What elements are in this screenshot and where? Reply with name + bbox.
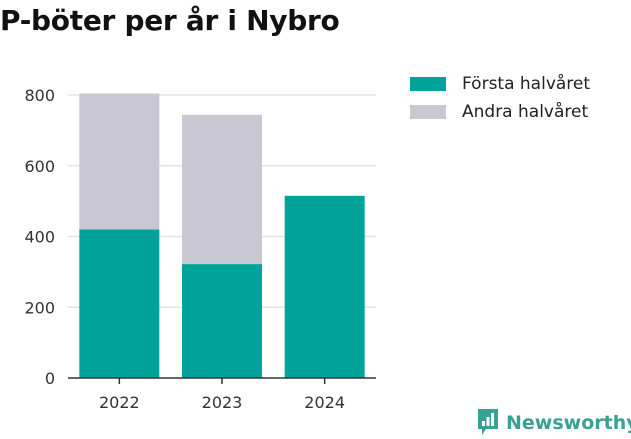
legend-label-first-half: Första halvåret (462, 74, 591, 94)
bar-2022-series-1[interactable] (79, 93, 160, 230)
x-tick-label: 2024 (304, 393, 345, 412)
chart-title: P-böter per år i Nybro (0, 4, 340, 37)
legend-swatch-second-half (410, 105, 446, 119)
bars (79, 93, 365, 378)
y-tick-label: 200 (24, 298, 55, 317)
bar-2024-series-0[interactable] (284, 195, 365, 378)
legend: Första halvåret Andra halvåret (410, 70, 590, 126)
y-tick-label: 600 (24, 157, 55, 176)
y-tick-label: 0 (45, 369, 55, 388)
newsworthy-logo-icon (478, 409, 498, 435)
x-axis-ticks: 2022 2023 2024 (99, 378, 345, 412)
x-tick-label: 2023 (202, 393, 243, 412)
bar-2023-series-0[interactable] (182, 264, 262, 378)
y-tick-label: 800 (24, 86, 55, 105)
y-tick-label: 400 (24, 228, 55, 247)
legend-item-first-half[interactable]: Första halvåret (410, 70, 590, 98)
bar-2023-series-1[interactable] (182, 114, 262, 265)
legend-swatch-first-half (410, 77, 446, 91)
legend-label-second-half: Andra halvåret (462, 102, 589, 122)
brand-name: Newsworthy (506, 412, 631, 434)
x-tick-label: 2022 (99, 393, 140, 412)
bar-2022-series-0[interactable] (79, 229, 160, 378)
legend-item-second-half[interactable]: Andra halvåret (410, 98, 590, 126)
y-axis-ticks: 0 200 400 600 800 (24, 86, 55, 388)
newsworthy-logo[interactable]: Newsworthy (476, 407, 631, 439)
